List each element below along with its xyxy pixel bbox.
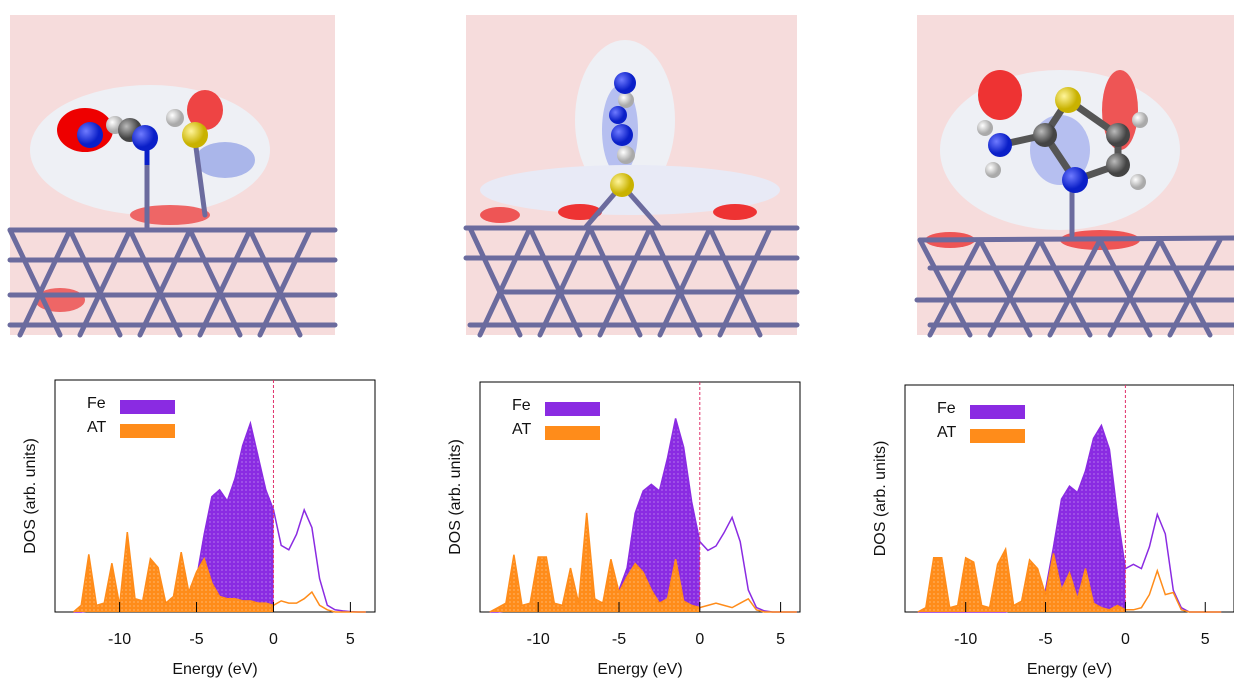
legend-label: AT — [937, 424, 956, 441]
y-axis-label: DOS (arb. units) — [872, 441, 889, 557]
y-axis-label: DOS (arb. units) — [22, 438, 39, 554]
x-axis-label: Energy (eV) — [1027, 661, 1112, 678]
legend-label: Fe — [512, 397, 531, 414]
structure-image — [917, 15, 1234, 335]
x-tick-label: 0 — [1121, 631, 1130, 648]
structure-image — [10, 15, 335, 335]
figure: FeAT-10-505Energy (eV)DOS (arb. units)Fe… — [0, 0, 1234, 682]
legend-swatch — [120, 400, 175, 414]
x-tick-label: -10 — [108, 631, 131, 648]
x-axis-label: Energy (eV) — [172, 661, 257, 678]
x-tick-label: 5 — [776, 631, 785, 648]
x-tick-label: 0 — [269, 631, 278, 648]
y-axis-label: DOS (arb. units) — [447, 439, 464, 555]
legend-swatch — [970, 429, 1025, 443]
dos-chart: Fe AT -10 -5 0 5 Energy (eV) DOS (arb. units) — [22, 380, 375, 678]
x-tick-label: -5 — [189, 631, 203, 648]
x-tick-label: -10 — [527, 631, 550, 648]
legend-label: Fe — [937, 400, 956, 417]
legend-label: AT — [87, 419, 106, 436]
legend-swatch — [970, 405, 1025, 419]
legend-swatch — [120, 424, 175, 438]
dos-chart: Fe AT -10 -5 0 5 Energy (eV) DOS (arb. units) — [872, 385, 1234, 678]
x-tick-label: -10 — [954, 631, 977, 648]
legend-label: Fe — [87, 395, 106, 412]
x-tick-label: 0 — [695, 631, 704, 648]
legend-label: AT — [512, 421, 531, 438]
x-tick-label: -5 — [1038, 631, 1052, 648]
dos-chart: Fe AT -10 -5 0 5 Energy (eV) DOS (arb. units) — [447, 382, 800, 678]
x-tick-label: 5 — [346, 631, 355, 648]
x-tick-label: -5 — [612, 631, 626, 648]
x-axis-label: Energy (eV) — [597, 661, 682, 678]
legend-swatch — [545, 426, 600, 440]
legend-swatch — [545, 402, 600, 416]
structure-image — [466, 15, 797, 335]
x-tick-label: 5 — [1201, 631, 1210, 648]
